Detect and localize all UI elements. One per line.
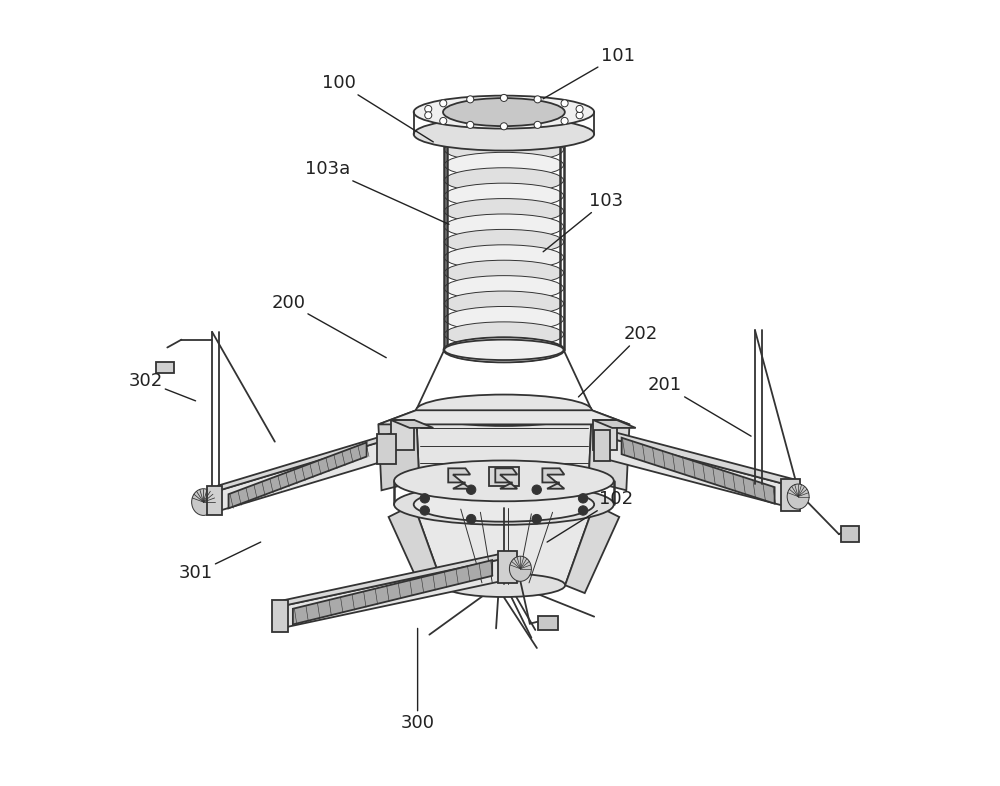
Polygon shape [495, 468, 517, 489]
Ellipse shape [444, 199, 564, 224]
Circle shape [578, 494, 588, 503]
Ellipse shape [443, 98, 565, 126]
Ellipse shape [444, 152, 564, 178]
Circle shape [440, 100, 447, 107]
Circle shape [425, 112, 432, 119]
Text: 201: 201 [648, 376, 751, 436]
Polygon shape [378, 410, 629, 424]
Circle shape [576, 105, 583, 112]
Text: 101: 101 [543, 46, 635, 99]
Circle shape [532, 485, 541, 494]
Circle shape [420, 494, 429, 503]
Polygon shape [207, 486, 222, 516]
Polygon shape [229, 443, 367, 509]
Polygon shape [593, 420, 617, 450]
Polygon shape [498, 552, 517, 583]
Polygon shape [378, 410, 419, 490]
Circle shape [561, 117, 568, 124]
Polygon shape [589, 410, 629, 490]
Ellipse shape [414, 96, 594, 129]
Circle shape [467, 96, 474, 103]
Polygon shape [841, 527, 859, 542]
Ellipse shape [444, 137, 564, 162]
Polygon shape [489, 467, 519, 486]
Polygon shape [389, 505, 443, 593]
Ellipse shape [787, 484, 809, 509]
Text: 302: 302 [128, 373, 196, 401]
Circle shape [578, 506, 588, 515]
Circle shape [440, 117, 447, 124]
Ellipse shape [416, 395, 592, 426]
Circle shape [576, 112, 583, 119]
Circle shape [534, 121, 541, 128]
Circle shape [561, 100, 568, 107]
Ellipse shape [444, 307, 564, 332]
Polygon shape [293, 560, 492, 624]
Ellipse shape [394, 461, 614, 501]
Ellipse shape [414, 487, 594, 522]
Polygon shape [280, 552, 512, 607]
Ellipse shape [444, 322, 564, 347]
Polygon shape [622, 438, 775, 504]
Polygon shape [602, 436, 790, 508]
Polygon shape [565, 505, 619, 593]
Text: 200: 200 [271, 294, 386, 358]
Polygon shape [602, 430, 794, 486]
Polygon shape [272, 601, 288, 631]
Polygon shape [280, 558, 508, 628]
Text: 202: 202 [578, 325, 658, 397]
Polygon shape [414, 505, 594, 586]
Polygon shape [542, 468, 564, 489]
Ellipse shape [444, 260, 564, 285]
Polygon shape [538, 615, 558, 630]
Ellipse shape [444, 122, 564, 147]
Ellipse shape [444, 340, 564, 360]
Ellipse shape [444, 276, 564, 301]
Ellipse shape [444, 291, 564, 316]
Text: 300: 300 [401, 628, 435, 732]
Polygon shape [448, 468, 470, 489]
Polygon shape [214, 434, 390, 492]
Ellipse shape [444, 337, 564, 362]
Polygon shape [781, 479, 800, 511]
Circle shape [425, 105, 432, 112]
Polygon shape [156, 362, 174, 373]
Ellipse shape [414, 118, 594, 151]
Circle shape [420, 506, 429, 515]
Circle shape [532, 514, 541, 523]
Ellipse shape [444, 214, 564, 239]
Circle shape [500, 123, 507, 130]
Polygon shape [594, 430, 610, 461]
Polygon shape [214, 440, 386, 512]
Polygon shape [416, 410, 592, 481]
Text: 103a: 103a [305, 160, 449, 224]
Ellipse shape [444, 230, 564, 255]
Text: 100: 100 [322, 74, 433, 142]
Polygon shape [377, 434, 396, 464]
Ellipse shape [192, 489, 215, 516]
Circle shape [500, 94, 507, 101]
Polygon shape [391, 420, 433, 428]
Polygon shape [391, 420, 414, 450]
Polygon shape [593, 420, 636, 428]
Ellipse shape [444, 244, 564, 270]
Ellipse shape [394, 484, 614, 525]
Ellipse shape [444, 167, 564, 193]
Ellipse shape [444, 183, 564, 208]
Text: 301: 301 [179, 542, 261, 582]
Circle shape [466, 485, 476, 494]
Circle shape [534, 96, 541, 103]
Ellipse shape [443, 574, 565, 597]
Circle shape [466, 514, 476, 523]
Ellipse shape [444, 337, 564, 362]
Text: 103: 103 [543, 192, 623, 252]
Ellipse shape [509, 556, 531, 582]
Text: 102: 102 [547, 490, 633, 542]
Circle shape [467, 121, 474, 128]
